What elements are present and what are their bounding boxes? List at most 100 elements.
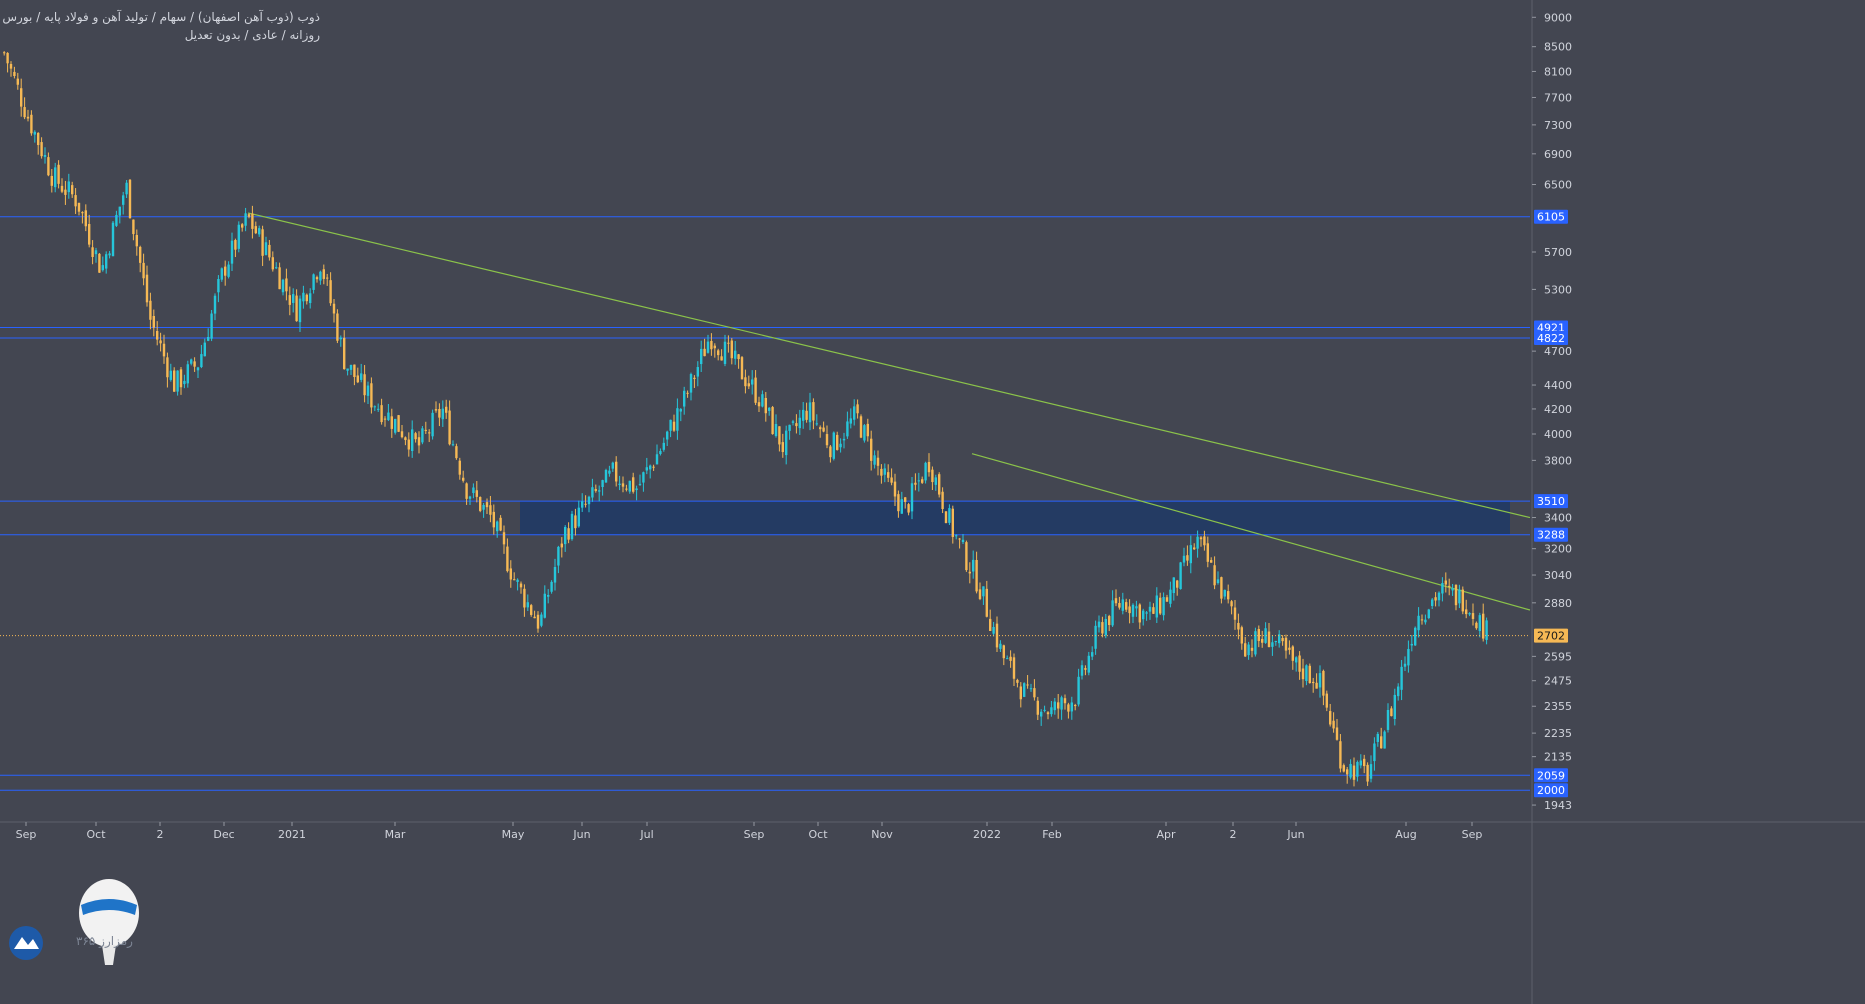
candle-body: [281, 279, 285, 293]
candle-body: [1471, 613, 1475, 619]
candle-body: [1223, 589, 1226, 597]
candle-body: [1264, 628, 1267, 643]
candle-body: [1043, 709, 1046, 711]
candle-body: [1203, 536, 1206, 546]
candle-body: [1318, 673, 1322, 688]
candle-body: [958, 538, 961, 540]
candle-body: [1029, 688, 1033, 690]
candle-body: [258, 228, 261, 235]
candle-body: [856, 404, 859, 414]
candle-body: [1040, 711, 1043, 717]
candle-body: [611, 462, 614, 469]
candle-body: [292, 294, 295, 303]
candle-body: [142, 262, 145, 279]
candle-body: [914, 482, 917, 485]
candle-body: [927, 461, 931, 473]
candle-body: [604, 470, 608, 483]
candle-body: [1227, 591, 1230, 600]
candle-body: [1230, 601, 1233, 607]
candle-body: [876, 457, 880, 466]
candle-body: [951, 508, 954, 537]
candle-body: [1301, 668, 1305, 680]
candle-body: [1019, 686, 1022, 700]
candle-body: [77, 202, 81, 212]
candle-body: [322, 269, 325, 279]
candle-body: [1104, 618, 1107, 636]
candle-body: [632, 477, 635, 492]
candle-body: [1329, 711, 1332, 725]
candle-body: [1125, 602, 1128, 610]
y-tick-label: 3800: [1544, 454, 1572, 467]
candle-body: [1400, 666, 1403, 690]
candle-body: [720, 356, 723, 361]
candle-body: [312, 274, 315, 290]
candle-body: [897, 494, 900, 512]
candle-body: [1475, 622, 1478, 629]
candle-body: [873, 455, 876, 465]
candle-body: [669, 419, 672, 431]
candle-body: [628, 480, 631, 492]
y-tick-label: 8100: [1544, 65, 1572, 78]
candle-body: [870, 438, 873, 461]
candle-body: [135, 235, 138, 247]
x-tick-label: 2: [1230, 828, 1237, 841]
candle-body: [326, 277, 329, 279]
candle-body: [363, 374, 366, 396]
candle-body: [1250, 647, 1254, 651]
y-tick-label: 8500: [1544, 41, 1572, 54]
candle-body: [448, 410, 451, 445]
candle-body: [941, 491, 944, 510]
candle-body: [377, 408, 380, 410]
candle-body: [615, 461, 618, 482]
candle-body: [1193, 547, 1196, 550]
candle-body: [740, 357, 744, 380]
candle-body: [645, 467, 648, 471]
x-tick-label: Nov: [871, 828, 893, 841]
candle-body: [1390, 708, 1393, 717]
candle-body: [1485, 620, 1488, 640]
candle-body: [836, 434, 839, 450]
candle-body: [159, 340, 162, 344]
candle-body: [1478, 615, 1481, 632]
candle-body: [479, 497, 482, 511]
candle-body: [1142, 610, 1145, 620]
candle-body: [1244, 643, 1247, 657]
candle-body: [982, 586, 985, 597]
candle-body: [1298, 655, 1301, 672]
candle-body: [1240, 627, 1243, 644]
candle-body: [703, 348, 706, 357]
candle-body: [98, 253, 101, 273]
candle-body: [1169, 589, 1172, 604]
candle-body: [574, 515, 577, 529]
candle-body: [1441, 583, 1444, 594]
candle-body: [519, 583, 523, 588]
candle-body: [822, 427, 825, 432]
candle-body: [47, 157, 50, 176]
candle-body: [193, 361, 196, 367]
candle-body: [754, 377, 757, 403]
level-price-tag: [1534, 527, 1568, 542]
candle-body: [295, 295, 298, 322]
candle-body: [696, 367, 699, 377]
candle-body: [859, 416, 863, 438]
level-price-tag: [1534, 783, 1568, 798]
x-tick-label: Mar: [385, 828, 406, 841]
candle-body: [373, 406, 376, 408]
candle-body: [1417, 615, 1420, 631]
candle-body: [499, 517, 502, 531]
candle-body: [1369, 764, 1373, 779]
candle-body: [33, 131, 36, 135]
candle-body: [815, 423, 818, 425]
candle-body: [819, 427, 822, 430]
x-tick-label: Feb: [1042, 828, 1061, 841]
candle-body: [1176, 580, 1179, 588]
candle-body: [557, 546, 560, 566]
candle-body: [241, 224, 244, 228]
x-tick-label: Jul: [639, 828, 653, 841]
candle-body: [394, 418, 397, 433]
candle-body: [785, 430, 788, 456]
candle-body: [67, 181, 70, 193]
candle-body: [139, 246, 142, 263]
candle-body: [802, 409, 805, 421]
x-tick-label: Sep: [1462, 828, 1483, 841]
